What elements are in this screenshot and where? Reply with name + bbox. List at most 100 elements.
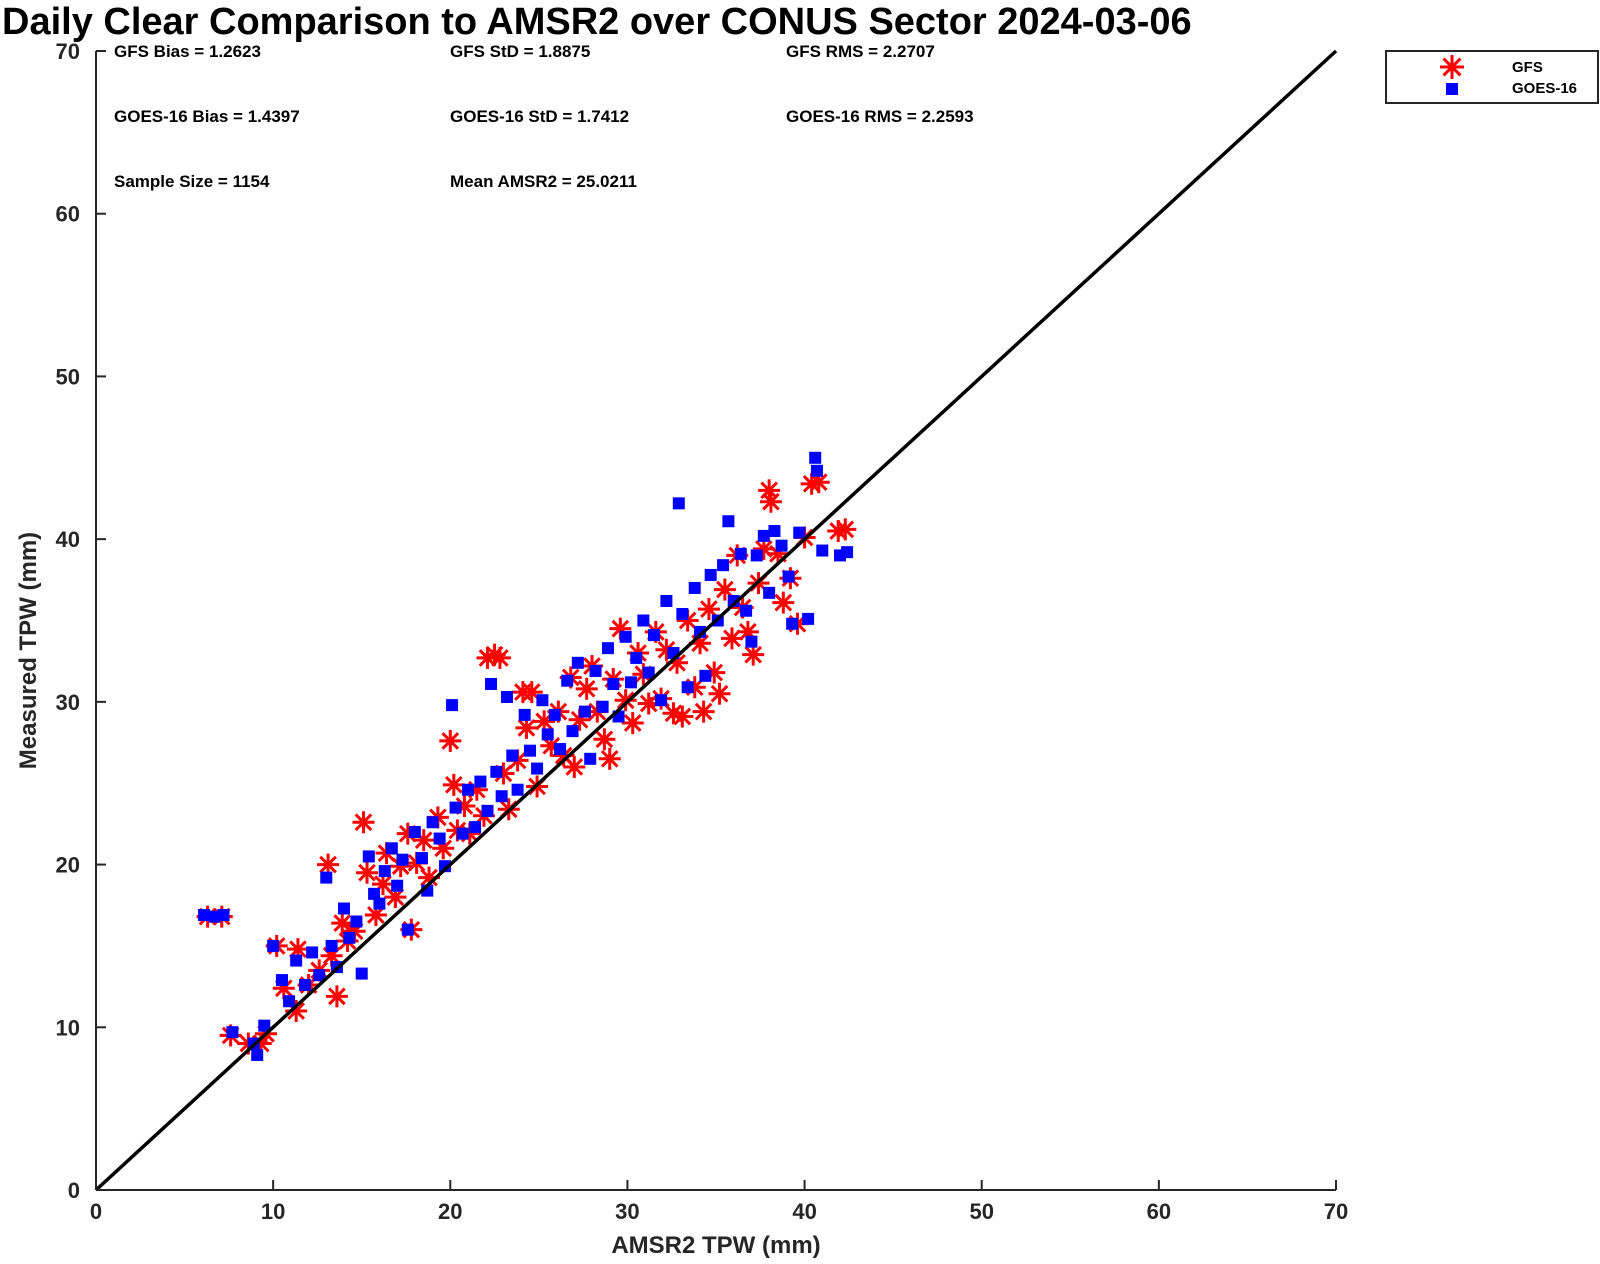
gfs-point: [614, 689, 637, 712]
legend-goes-16-square: [1446, 83, 1458, 95]
goes-16-point: [536, 694, 549, 707]
goes-16-point: [704, 568, 717, 581]
goes-16-point: [313, 969, 326, 982]
goes-16-point: [802, 612, 815, 625]
goes-16-point: [481, 804, 494, 817]
goes-16-point: [198, 909, 211, 922]
gfs-point: [520, 681, 543, 704]
gfs-bias-stat: GFS Bias = 1.2623: [114, 42, 261, 61]
goes-16-point: [355, 967, 368, 980]
goes-16-point: [320, 871, 333, 884]
goes-16-point: [415, 852, 428, 865]
gfs-point: [692, 700, 715, 723]
goes-16-point: [672, 497, 685, 510]
goes-16-point: [763, 586, 776, 599]
gfs-point: [515, 716, 538, 739]
goes-16-point: [548, 708, 561, 721]
gfs-point: [352, 811, 375, 834]
gfs-point: [834, 518, 857, 541]
legend-box: [1385, 50, 1599, 104]
goes-16-point: [637, 614, 650, 627]
gfs-point: [772, 591, 795, 614]
goes-16-point: [660, 594, 673, 607]
goes-16-point: [362, 850, 375, 863]
goes-16-point: [624, 676, 637, 689]
goes-16-point: [596, 700, 609, 713]
goes-16-point: [343, 931, 356, 944]
x-tick-label: 50: [969, 1199, 993, 1224]
goes-16-point: [757, 529, 770, 542]
y-tick-label: 10: [56, 1015, 80, 1040]
goes-16-point: [433, 832, 446, 845]
goes-16-point: [841, 546, 854, 559]
goes-16-point: [727, 594, 740, 607]
goes-16-point: [655, 694, 668, 707]
y-axis-label: Measured TPW (mm): [15, 532, 42, 769]
goes-16-point: [571, 656, 584, 669]
gfs-point: [759, 490, 782, 513]
goes-16-point: [688, 581, 701, 594]
goes-16-point: [694, 625, 707, 638]
gfs-point: [325, 985, 348, 1008]
x-tick-label: 20: [438, 1199, 462, 1224]
legend-gfs-label: GFS: [1512, 59, 1543, 76]
goes-16-point: [541, 728, 554, 741]
goes-16-point: [786, 617, 799, 630]
goes-16-point: [306, 946, 319, 959]
gfs-point: [671, 705, 694, 728]
goes-16-point: [531, 762, 544, 775]
gfs-point: [364, 904, 387, 927]
gfs-rms-stat: GFS RMS = 2.2707: [786, 42, 935, 61]
goes-16-point: [217, 909, 230, 922]
goes-16-point: [619, 630, 632, 643]
goes-16-rms-stat: GOES-16 RMS = 2.2593: [786, 107, 974, 126]
mean-amsr2-stat: Mean AMSR2 = 25.0211: [450, 172, 637, 191]
gfs-point: [575, 677, 598, 700]
gfs-point: [697, 598, 720, 621]
x-axis-label: AMSR2 TPW (mm): [611, 1232, 820, 1259]
gfs-point: [713, 578, 736, 601]
goes-16-point: [462, 783, 474, 796]
y-tick-label: 70: [56, 39, 80, 64]
legend: GFS GOES-16: [1385, 50, 1599, 104]
goes-16-std-stat: GOES-16 StD = 1.7412: [450, 107, 629, 126]
goes-16-point: [299, 978, 312, 991]
statistics-annotations: GFS Bias = 1.2623 GFS StD = 1.8875 GFS R…: [114, 42, 974, 191]
x-ticks: 0 10 20 30 40 50 60 70: [90, 1180, 1348, 1224]
goes-16-point: [350, 915, 363, 928]
goes-16-point: [401, 923, 414, 936]
gfs-point: [442, 773, 465, 796]
goes-16-point: [449, 801, 462, 814]
gfs-point: [563, 755, 586, 778]
goes-16-point: [378, 865, 391, 878]
goes-16-point: [506, 749, 519, 762]
goes-16-point: [601, 642, 614, 655]
y-tick-label: 60: [56, 202, 80, 227]
y-tick-label: 0: [68, 1178, 80, 1203]
goes-16-point: [251, 1048, 264, 1061]
goes-16-point: [490, 765, 503, 778]
sample-size-stat: Sample Size = 1154: [114, 172, 270, 191]
goes-16-point: [518, 708, 531, 721]
goes-16-point: [408, 826, 421, 839]
legend-goes-16-marker: [1446, 83, 1458, 95]
gfs-std-stat: GFS StD = 1.8875: [450, 42, 590, 61]
y-tick-label: 50: [56, 364, 80, 389]
goes-16-point: [258, 1019, 271, 1032]
x-tick-label: 60: [1147, 1199, 1171, 1224]
goes-16-point: [267, 939, 280, 952]
goes-16-point: [810, 464, 823, 477]
goes-16-point: [782, 570, 795, 583]
goes-16-point: [584, 752, 597, 765]
goes-16-point: [368, 887, 381, 900]
goes-16-point: [276, 974, 288, 987]
goes-16-point: [511, 783, 524, 796]
goes-16-point: [500, 690, 513, 703]
gfs-point: [708, 682, 731, 705]
goes-16-point: [338, 902, 350, 915]
goes-16-point: [589, 664, 602, 677]
goes-16-point: [373, 897, 386, 910]
goes-16-point: [648, 629, 660, 642]
goes-16-point: [676, 607, 689, 620]
goes-16-bias-stat: GOES-16 Bias = 1.4397: [114, 107, 300, 126]
